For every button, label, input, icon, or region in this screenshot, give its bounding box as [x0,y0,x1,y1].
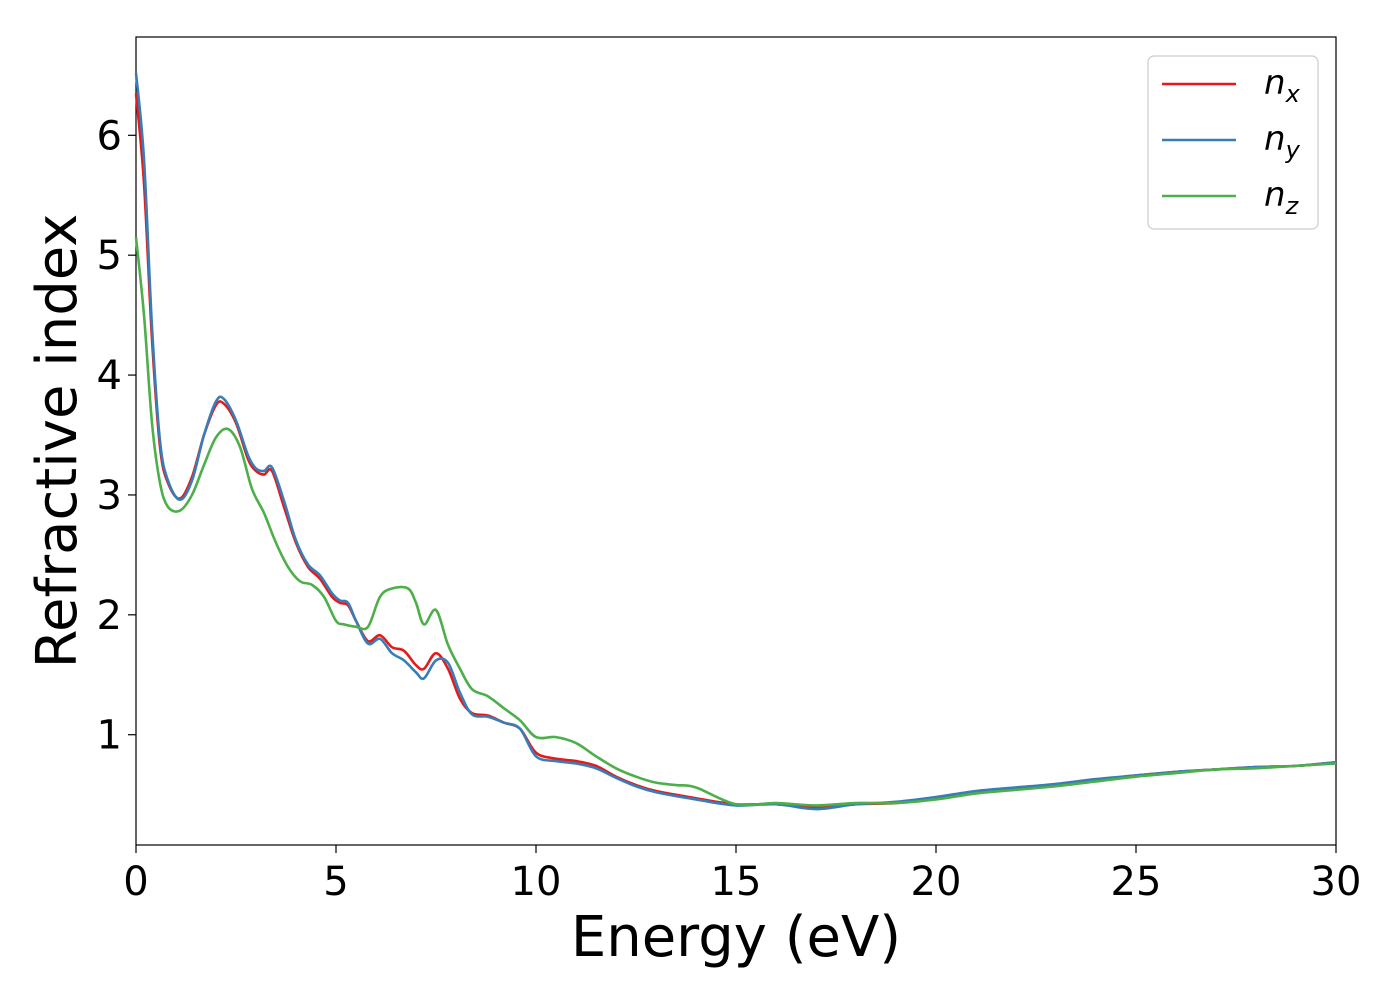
x-tick-label: 25 [1111,859,1162,905]
x-tick-label: 5 [323,859,348,905]
legend-label-n-z: nz [1264,175,1300,220]
y-axis-ticks: 1 2 3 4 5 6 [97,113,136,759]
legend-box [1147,55,1319,230]
x-tick-label: 30 [1311,859,1362,905]
legend-label-n-x: nx [1264,63,1301,108]
y-tick-label: 1 [97,713,122,759]
legend-label-n-y: ny [1264,119,1301,164]
series-line-n-y [134,72,1337,811]
y-tick-label: 6 [97,113,122,159]
x-tick-label: 10 [511,859,562,905]
series-line-n-z [134,237,1337,807]
series-layer [134,72,1337,811]
x-axis-ticks: 0 5 10 15 20 25 30 [123,845,1361,905]
y-axis-title: Refractive index [25,214,90,669]
y-tick-label: 2 [97,593,122,639]
y-tick-label: 3 [97,473,122,519]
y-tick-label: 5 [97,233,122,279]
x-axis-title: Energy (eV) [571,905,901,970]
x-tick-label: 15 [711,859,762,905]
legend: nx ny nz [1147,55,1319,230]
x-tick-label: 20 [911,859,962,905]
x-tick-label: 0 [123,859,148,905]
y-tick-label: 4 [97,353,122,399]
